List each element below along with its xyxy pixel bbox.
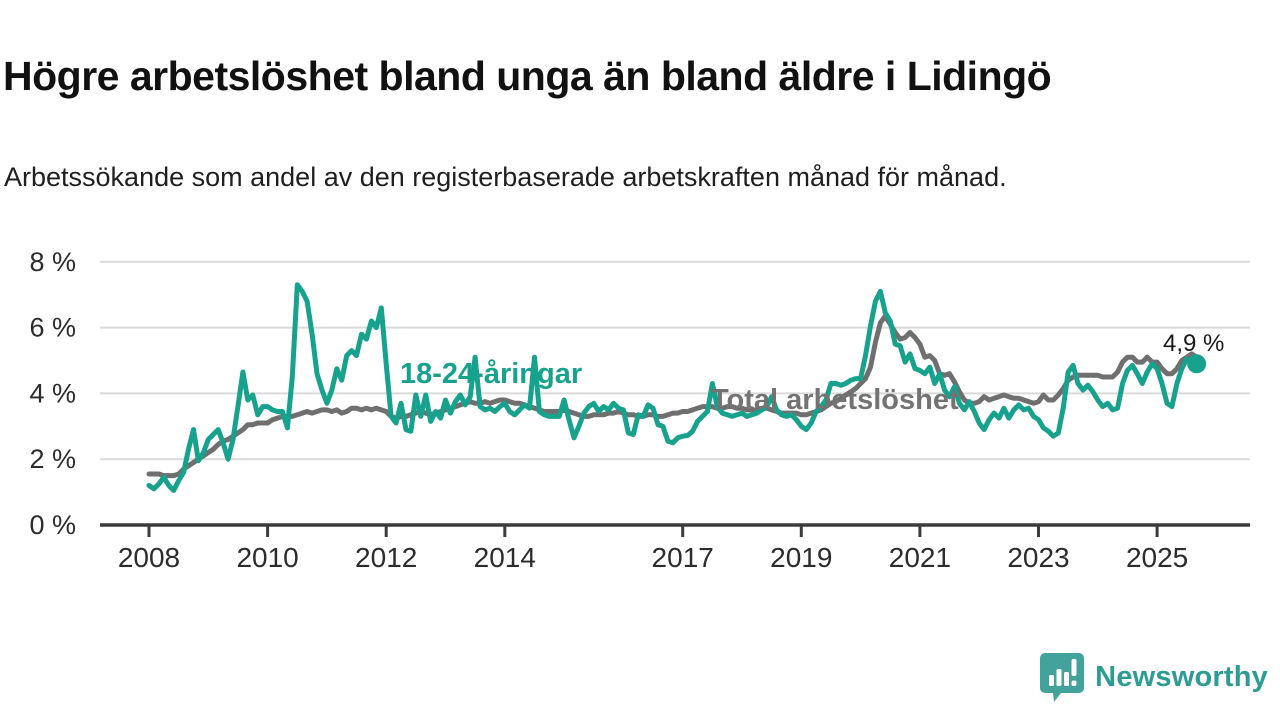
bar-chart-speech-bubble-icon [1040,653,1085,702]
logo-brand-text: Newsworthy [1095,660,1268,693]
page-title: Högre arbetslöshet bland unga än bland ä… [3,53,1052,100]
y-axis-tick-label: 0 % [29,510,76,540]
series-end-dot [1187,354,1207,374]
last-value-label: 4,9 % [1163,330,1224,357]
series-label-youth: 18-24-åringar [400,358,582,390]
x-axis-tick-label: 2008 [118,542,180,573]
y-axis-tick-label: 2 % [29,444,76,474]
x-axis-tick-label: 2019 [770,542,832,573]
x-axis-tick-label: 2023 [1007,542,1069,573]
page-subtitle: Arbetssökande som andel av den registerb… [4,162,1007,192]
series-label-total: Total arbetslöshet [711,384,959,416]
unemployment-line-chart: 0 % 2 % 4 % 6 % 8 % 2008 2010 2012 2014 2017 2019 2… [0,230,1280,590]
x-axis-tick-label: 2021 [889,542,951,573]
series-line-youth [146,282,1200,493]
chart-canvas: 0 % 2 % 4 % 6 % 8 % 2008 2010 2012 2014 2017 2019 2… [29,247,1250,573]
x-axis-tick-label: 2010 [236,542,298,573]
y-axis-tick-label: 4 % [29,378,76,408]
series-line-total [146,313,1200,479]
y-axis-tick-label: 6 % [29,313,76,343]
x-axis-tick-label: 2014 [474,542,536,573]
y-axis-tick-label: 8 % [29,247,76,277]
x-axis-tick-label: 2017 [652,542,714,573]
newsworthy-logo: Newsworthy [1040,652,1268,702]
x-axis-tick-label: 2012 [355,542,417,573]
x-axis-tick-label: 2025 [1126,542,1188,573]
